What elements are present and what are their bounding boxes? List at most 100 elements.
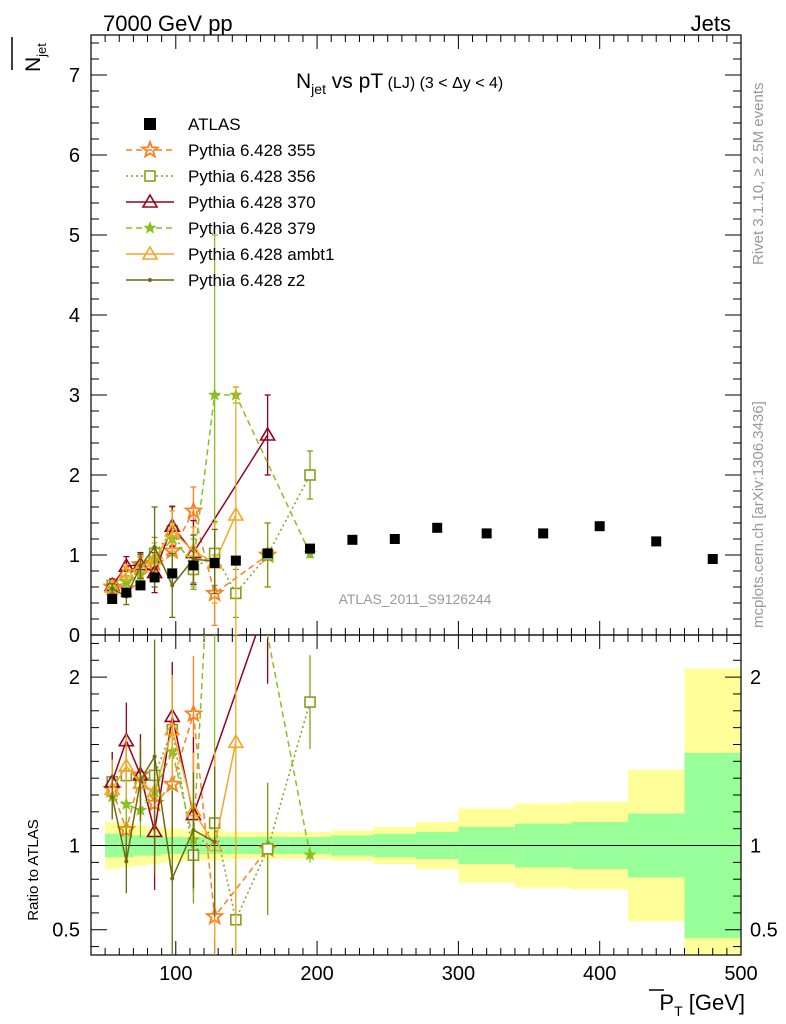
series-point [227, 506, 245, 521]
series-line [112, 508, 269, 595]
rivet-version: Rivet 3.1.10, ≥ 2.5M events [750, 83, 767, 266]
top-y-tick-label: 1 [69, 545, 80, 567]
x-tick-label: 400 [583, 963, 616, 985]
atlas-point [594, 521, 605, 532]
atlas-point [651, 536, 662, 547]
series-point [191, 557, 196, 561]
atlas-point [707, 554, 718, 564]
series-ratio-point [303, 847, 317, 861]
series-ratio-point [304, 696, 316, 708]
series-ratio-point [110, 794, 115, 799]
ratio-y-axis-label: Ratio to ATLAS [25, 819, 42, 920]
series-356-ratio [106, 655, 316, 955]
series-point [119, 575, 133, 588]
series-point [117, 564, 135, 579]
series-355-ratio [102, 655, 278, 955]
series-point [170, 583, 175, 588]
legend-label-355: Pythia 6.428 355 [188, 141, 316, 160]
legend-label-370: Pythia 6.428 370 [188, 193, 316, 212]
x-tick-label: 100 [159, 963, 192, 985]
top-y-tick-label: 3 [69, 385, 80, 407]
series-point [304, 469, 316, 481]
atlas-point [347, 534, 358, 545]
series-ratio-point [117, 757, 135, 772]
series-ratio-point [163, 721, 181, 736]
series-ratio-point [119, 797, 133, 810]
header-right: Jets [691, 11, 731, 36]
top-y-tick-label: 5 [69, 225, 80, 247]
ratio-y-tick-label-left: 0.5 [52, 920, 80, 942]
series-ratio-point [152, 754, 157, 759]
series-ratio-point [212, 839, 217, 844]
atlas-point [389, 534, 400, 544]
top-y-tick-label: 2 [69, 465, 80, 487]
legend-atlas-label: ATLAS [188, 115, 241, 134]
ratio-y-tick-label-left: 1 [69, 836, 80, 858]
legend-marker-379 [143, 221, 157, 234]
atlas-data [107, 521, 718, 604]
atlas-point [188, 560, 199, 571]
series-point [138, 564, 143, 569]
series-ratio-point [124, 859, 129, 864]
top-y-tick-label: 4 [69, 305, 80, 327]
series-ratio-point [170, 876, 175, 881]
series-point [183, 500, 204, 520]
x-tick-label: 300 [442, 963, 475, 985]
series-point [259, 426, 277, 441]
series-group [102, 234, 317, 955]
series-ratio-point [183, 703, 204, 723]
ratio-y-tick-label-right: 2 [750, 667, 761, 689]
analysis-watermark: ATLAS_2011_S9126244 [339, 591, 492, 607]
ratio-y-tick-label-left: 2 [69, 667, 80, 689]
top-y-tick-label: 7 [69, 65, 80, 87]
atlas-point [230, 555, 241, 566]
series-z2-ratio [110, 639, 217, 955]
series-line [111, 394, 311, 590]
header-left: 7000 GeV pp [103, 11, 233, 36]
legend-marker-z2 [148, 278, 152, 282]
legend-label-ambt1: Pythia 6.428 ambt1 [188, 245, 334, 264]
atlas-point [305, 543, 316, 554]
legend: ATLAS Pythia 6.428 355 Pythia 6.428 356 Pyt… [126, 115, 334, 290]
series-ratio-line [111, 713, 269, 919]
legend-atlas-marker [144, 118, 156, 130]
atlas-point [149, 572, 160, 583]
legend-marker-ambt1 [141, 245, 159, 260]
series-ratio-point [261, 843, 274, 855]
atlas-point [167, 568, 178, 579]
ratio-y-tick-label-right: 1 [750, 836, 761, 858]
series-ratio-point [191, 828, 196, 833]
ratio-y-tick-label-right: 0.5 [750, 920, 778, 942]
series-ratio-line [111, 635, 311, 856]
x-tick-label: 500 [724, 963, 757, 985]
legend-marker-355 [139, 139, 161, 159]
series-point [163, 522, 181, 537]
y-axis-label: Njet [22, 43, 49, 72]
legend-label-379: Pythia 6.428 379 [188, 219, 316, 238]
series-point [152, 545, 157, 549]
series-point [110, 586, 115, 591]
atlas-point [107, 594, 118, 604]
atlas-point [262, 548, 273, 559]
atlas-point [481, 528, 492, 539]
top-y-zero-label: 0 [69, 625, 80, 647]
atlas-point [209, 558, 220, 568]
series-point [208, 388, 222, 401]
series-ratio-point [227, 733, 245, 749]
atlas-point [121, 587, 132, 598]
series-ratio-point [261, 594, 275, 606]
series-356-top [106, 450, 316, 619]
series-ratio-point [138, 778, 143, 783]
x-axis-label: PT [GeV] [659, 990, 745, 1019]
legend-marker-370 [141, 193, 159, 208]
atlas-point [135, 580, 146, 591]
legend-label-z2: Pythia 6.428 z2 [188, 271, 305, 290]
mcplots-ref: mcplots.cern.ch [arXiv:1306.3436] [750, 401, 767, 628]
x-tick-label: 200 [300, 963, 333, 985]
atlas-point [538, 528, 549, 539]
legend-marker-356 [144, 170, 156, 182]
top-y-tick-label: 6 [69, 145, 80, 167]
legend-label-356: Pythia 6.428 356 [188, 167, 316, 186]
chart-title: Njet vs pT (LJ) (3 < Δy < 4) [296, 70, 503, 97]
